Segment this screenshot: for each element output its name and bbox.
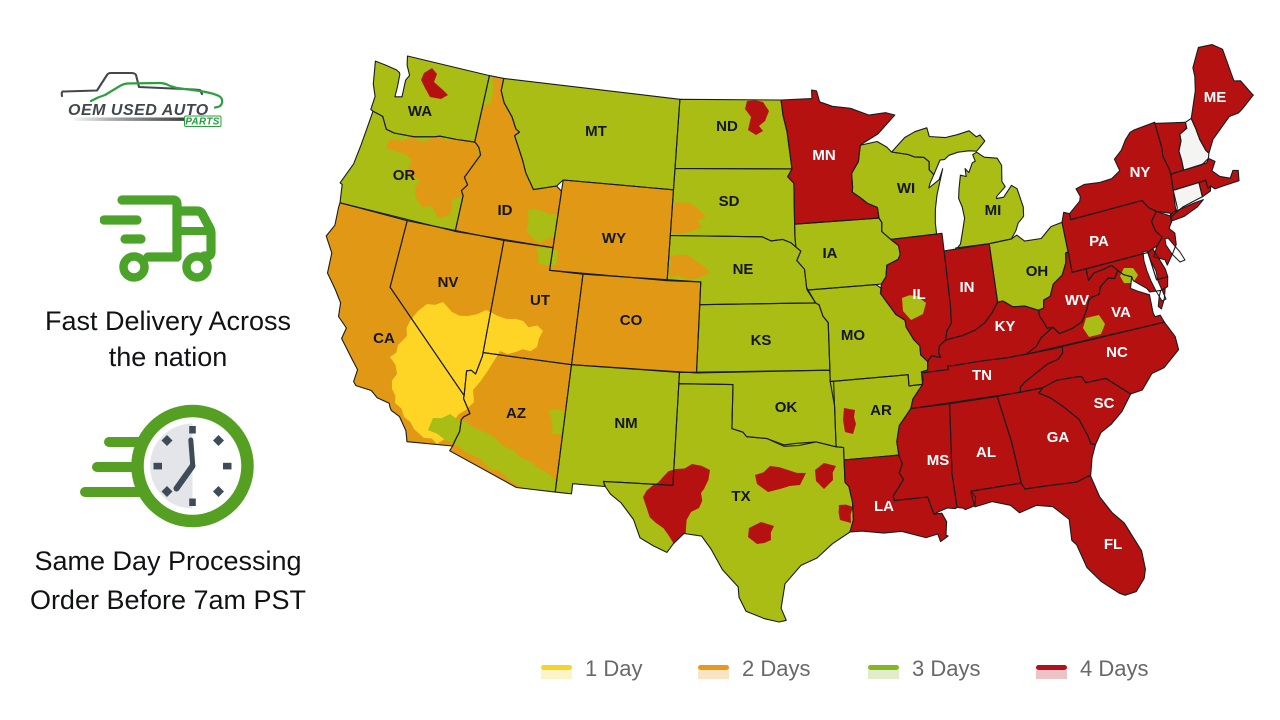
svg-text:PA: PA (1089, 233, 1109, 250)
svg-text:MT: MT (585, 123, 607, 140)
svg-text:MI: MI (985, 202, 1002, 219)
svg-text:MS: MS (927, 452, 950, 469)
svg-text:OK: OK (775, 399, 798, 416)
svg-text:OR: OR (393, 167, 416, 184)
svg-text:CA: CA (373, 330, 395, 347)
svg-text:WI: WI (897, 180, 915, 197)
svg-text:NY: NY (1130, 164, 1151, 181)
svg-text:KS: KS (751, 332, 772, 349)
svg-text:FL: FL (1104, 536, 1122, 553)
svg-text:OH: OH (1026, 263, 1049, 280)
svg-text:VA: VA (1111, 304, 1131, 321)
svg-text:NC: NC (1106, 344, 1128, 361)
svg-text:UT: UT (530, 292, 550, 309)
svg-text:TX: TX (731, 488, 750, 505)
svg-text:SD: SD (719, 193, 740, 210)
svg-text:WA: WA (408, 103, 432, 120)
svg-text:NM: NM (614, 415, 637, 432)
svg-text:MN: MN (812, 147, 835, 164)
svg-text:SC: SC (1094, 395, 1115, 412)
svg-text:NV: NV (438, 274, 459, 291)
svg-text:WV: WV (1065, 292, 1089, 309)
svg-text:WY: WY (602, 230, 626, 247)
svg-text:ME: ME (1204, 89, 1227, 106)
svg-text:ID: ID (498, 202, 513, 219)
svg-text:ND: ND (716, 118, 738, 135)
svg-text:IN: IN (960, 279, 975, 296)
svg-text:AZ: AZ (506, 405, 526, 422)
svg-text:MO: MO (841, 327, 865, 344)
svg-text:IA: IA (823, 245, 838, 262)
svg-text:IL: IL (912, 286, 925, 303)
svg-text:PARTS: PARTS (185, 117, 219, 128)
svg-text:OEM USED AUTO: OEM USED AUTO (68, 102, 209, 119)
svg-text:LA: LA (874, 498, 894, 515)
svg-text:AL: AL (976, 444, 996, 461)
svg-text:TN: TN (972, 367, 992, 384)
svg-text:CO: CO (620, 312, 643, 329)
svg-text:GA: GA (1047, 429, 1070, 446)
svg-text:AR: AR (870, 402, 892, 419)
svg-text:KY: KY (995, 318, 1016, 335)
svg-text:NE: NE (733, 261, 754, 278)
